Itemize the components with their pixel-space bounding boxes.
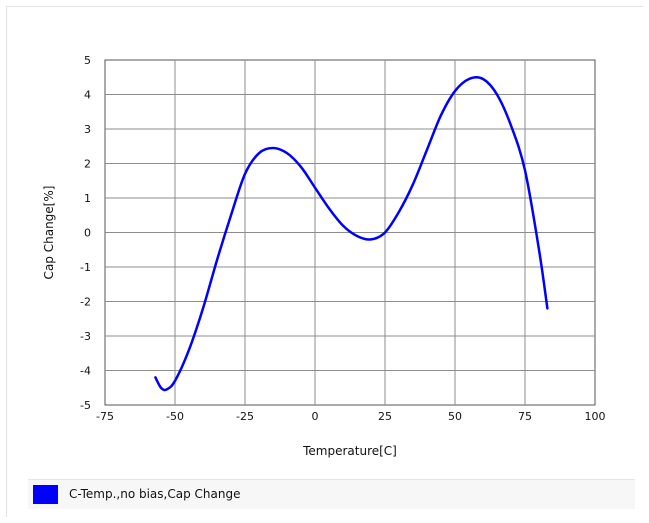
y-tick-label: 2 bbox=[84, 158, 91, 171]
x-tick-label: 50 bbox=[448, 410, 462, 423]
y-tick-label: -2 bbox=[80, 296, 91, 309]
x-axis-label: Temperature[C] bbox=[302, 444, 397, 458]
y-tick-label: -1 bbox=[80, 261, 91, 274]
y-tick-label: 4 bbox=[84, 89, 91, 102]
legend: C-Temp.,no bias,Cap Change bbox=[28, 479, 635, 509]
series-line bbox=[154, 76, 549, 392]
y-tick-label: 3 bbox=[84, 123, 91, 136]
x-tick-label: 0 bbox=[312, 410, 319, 423]
y-tick-label: 1 bbox=[84, 192, 91, 205]
x-tick-label: 25 bbox=[378, 410, 392, 423]
chart-frame bbox=[6, 6, 643, 517]
x-tick-label: -75 bbox=[96, 410, 114, 423]
x-tick-label: -25 bbox=[236, 410, 254, 423]
y-tick-label: -4 bbox=[80, 365, 91, 378]
y-tick-label: 5 bbox=[84, 54, 91, 67]
legend-label: C-Temp.,no bias,Cap Change bbox=[69, 487, 241, 501]
x-tick-label: 100 bbox=[585, 410, 606, 423]
x-tick-label: -50 bbox=[166, 410, 184, 423]
y-tick-label: -5 bbox=[80, 399, 91, 412]
y-tick-label: -3 bbox=[80, 330, 91, 343]
y-axis-label: Cap Change[%] bbox=[42, 186, 56, 280]
x-tick-label: 75 bbox=[518, 410, 532, 423]
y-tick-label: 0 bbox=[84, 227, 91, 240]
tick-labels: -75 -50 -25 0 25 50 75 100 5 4 3 2 1 0 -1 -2 -3 -4 -5 bbox=[80, 54, 605, 423]
legend-swatch bbox=[33, 485, 58, 504]
series-layer bbox=[154, 76, 549, 392]
